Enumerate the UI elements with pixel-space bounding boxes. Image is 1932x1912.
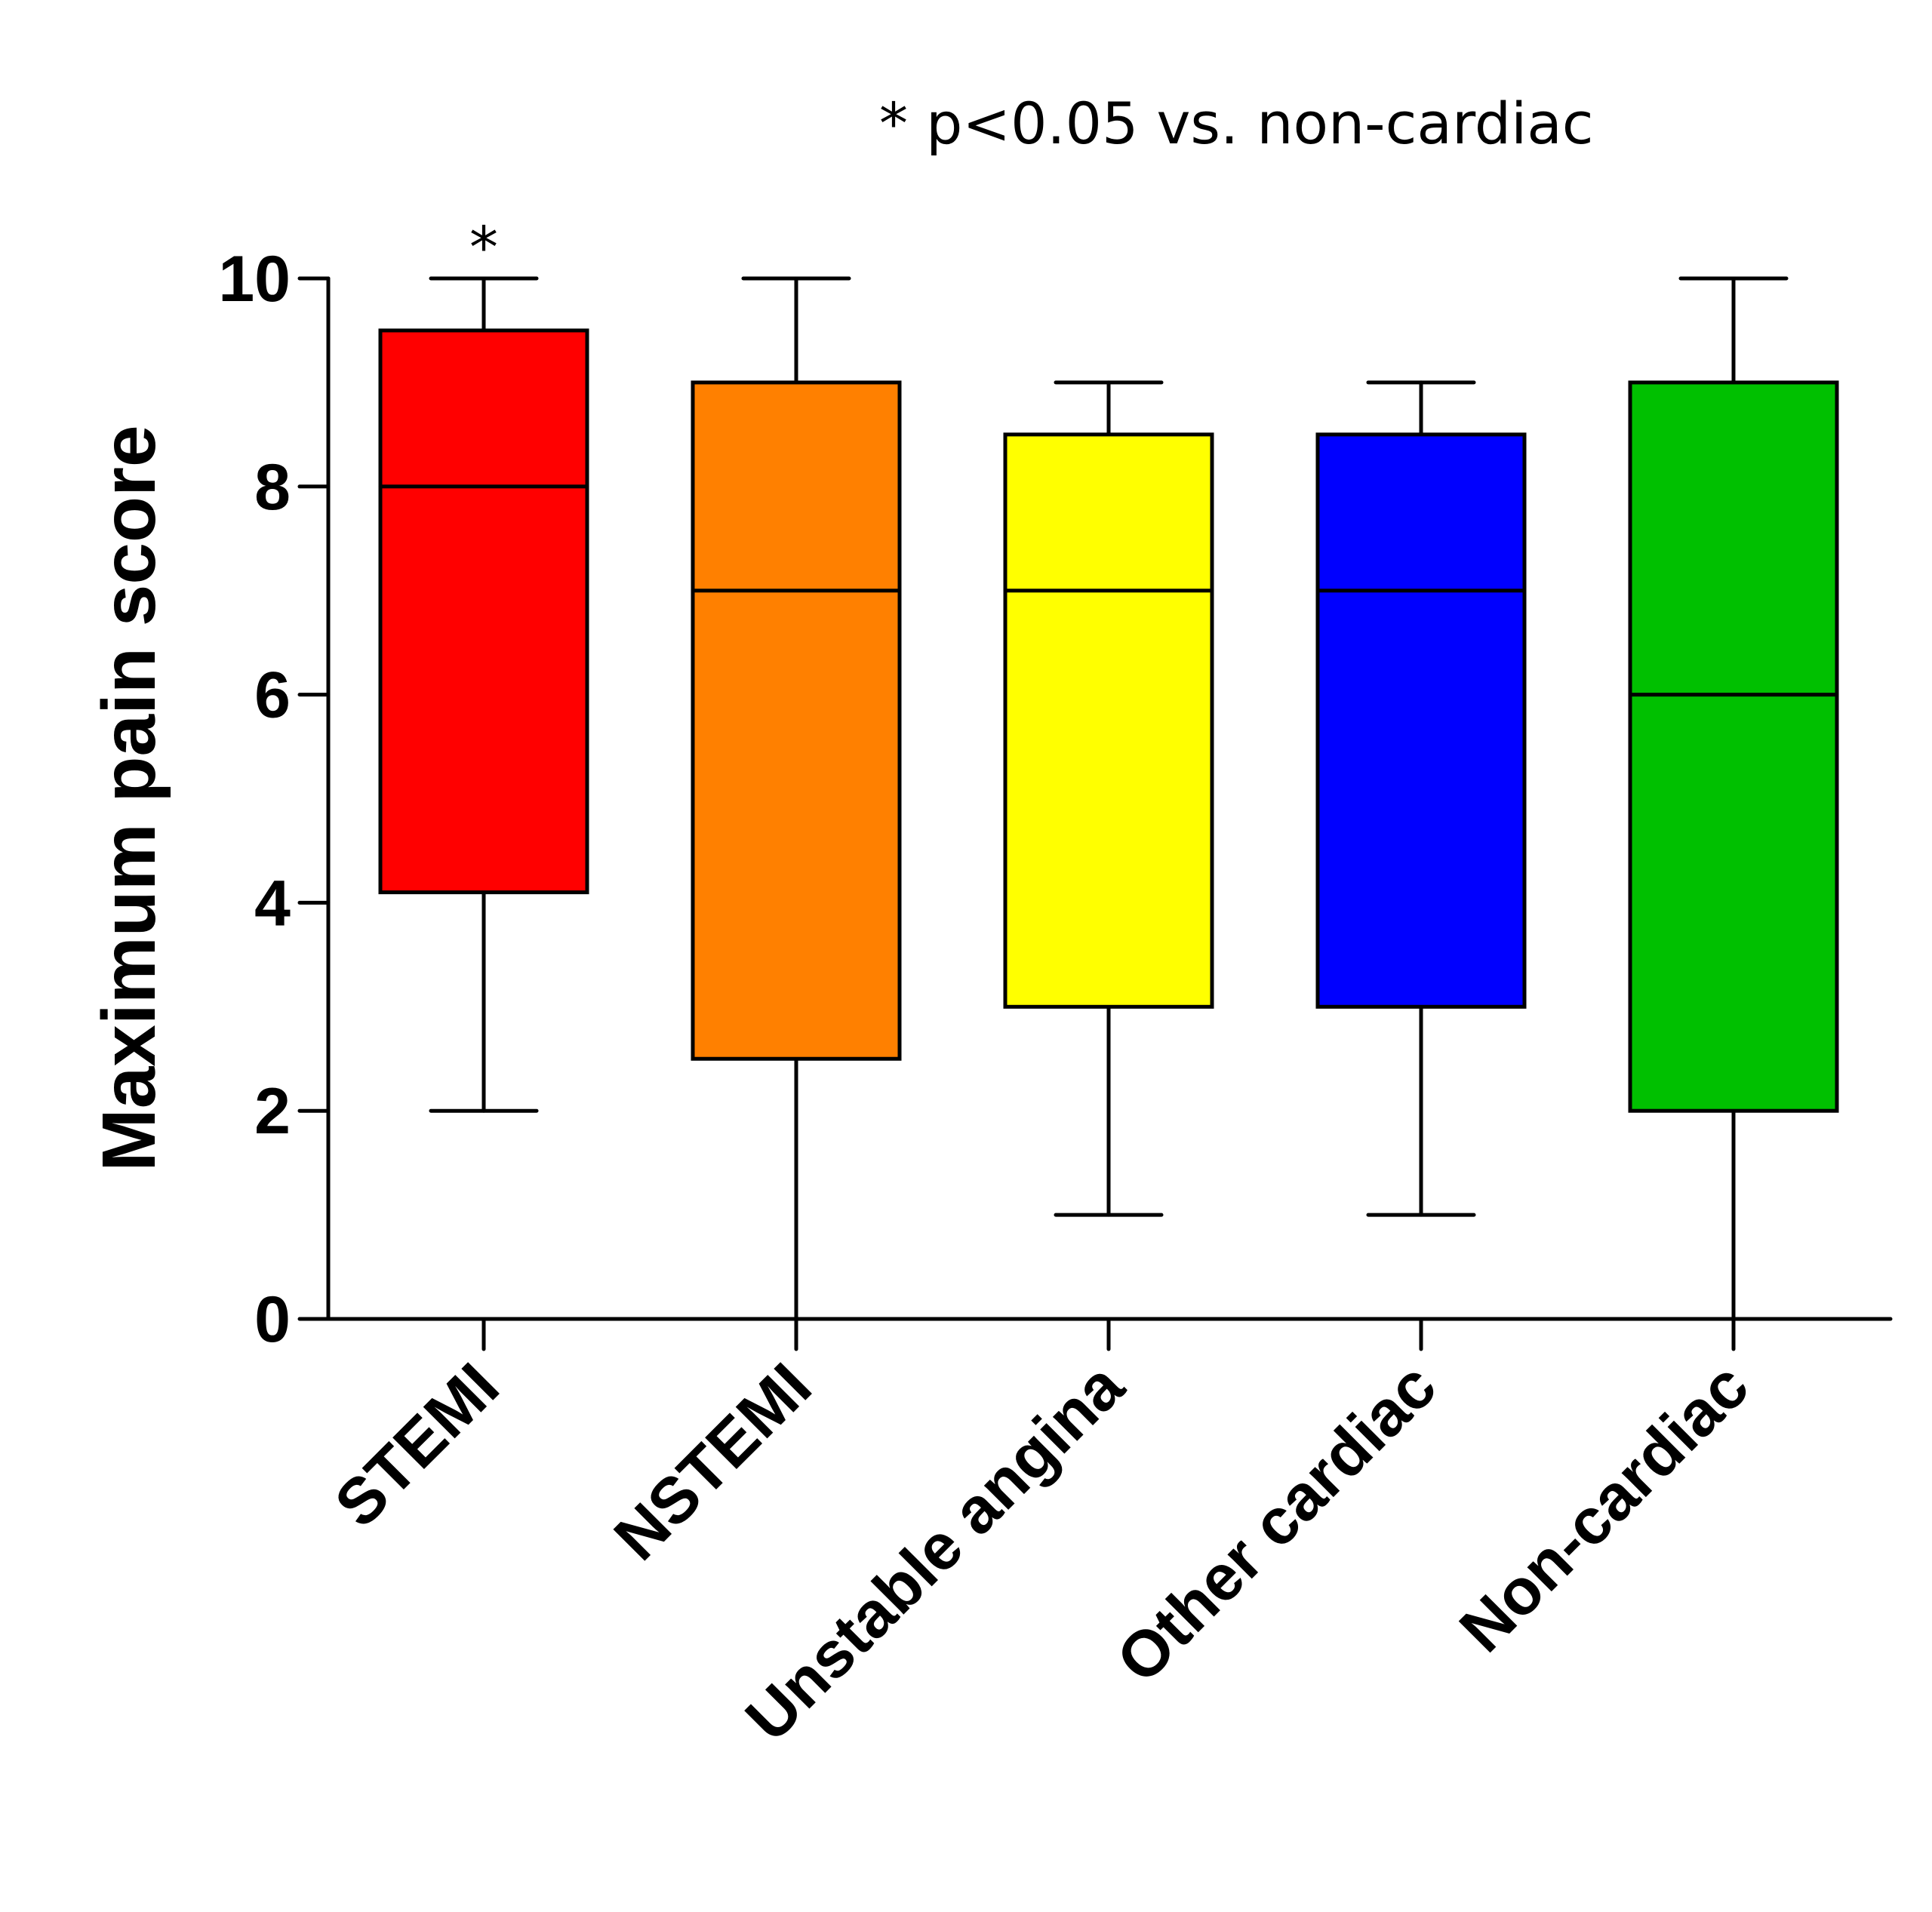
y-tick-label: 10	[218, 243, 291, 315]
x-category-label: Non-cardiac	[1446, 1350, 1762, 1666]
iqr-box	[1628, 380, 1839, 1113]
significance-note: * p<0.05 vs. non-cardiac	[879, 90, 1594, 157]
x-category-label: NSTEMI	[601, 1350, 826, 1575]
box-stemi: *	[378, 214, 589, 1113]
y-tick-label: 0	[254, 1283, 291, 1356]
y-tick-label: 4	[254, 867, 291, 939]
y-axis-label: Maximum pain score	[87, 425, 171, 1171]
x-category-label: STEMI	[321, 1350, 513, 1542]
y-tick-label: 8	[254, 451, 291, 524]
y-tick-label: 2	[254, 1075, 291, 1148]
iqr-box	[1315, 432, 1527, 1009]
y-tick-label: 6	[254, 659, 291, 732]
iqr-box	[1003, 432, 1214, 1009]
box-nstemi	[691, 276, 902, 1321]
box-other-cardiac	[1315, 380, 1527, 1217]
significance-marker: *	[469, 214, 498, 281]
boxes: *	[378, 214, 1839, 1321]
box-non-cardiac	[1628, 276, 1839, 1321]
box-unstable-angina	[1003, 380, 1214, 1217]
x-category-label: Other cardiac	[1103, 1350, 1450, 1697]
iqr-box	[691, 380, 902, 1061]
iqr-box	[378, 328, 589, 895]
